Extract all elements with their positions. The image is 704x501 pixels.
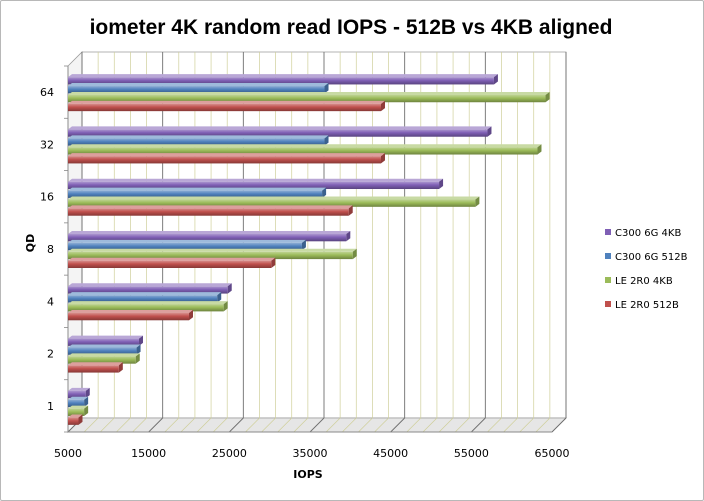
bar-c300-6g-512b-qd-8 bbox=[68, 239, 306, 251]
y-tick-label: 32 bbox=[40, 138, 54, 151]
legend-label: C300 6G 512B bbox=[615, 252, 688, 263]
bar-c300-6g-4kb-qd-1 bbox=[68, 387, 90, 399]
bar-le-2r0-512b-qd-64 bbox=[68, 100, 385, 112]
bar-le-2r0-512b-qd-32 bbox=[68, 153, 385, 164]
bar-c300-6g-512b-qd-4 bbox=[68, 292, 222, 303]
y-tick-label: 2 bbox=[47, 348, 54, 361]
bar-c300-6g-512b-qd-16 bbox=[68, 187, 327, 198]
x-tick-label: 35000 bbox=[293, 447, 328, 460]
legend-label: LE 2R0 512B bbox=[615, 300, 679, 311]
bars bbox=[68, 74, 550, 425]
x-axis-title: IOPS bbox=[293, 468, 323, 481]
legend-label: C300 6G 4KB bbox=[615, 228, 681, 239]
bar-le-2r0-4kb-qd-1 bbox=[68, 405, 89, 416]
bar-le-2r0-512b-qd-8 bbox=[68, 257, 276, 268]
legend-swatch bbox=[605, 301, 611, 307]
bar-c300-6g-512b-qd-32 bbox=[68, 135, 329, 146]
x-tick-label: 25000 bbox=[212, 447, 247, 460]
legend-swatch bbox=[605, 277, 611, 283]
bar-le-2r0-512b-qd-16 bbox=[68, 205, 353, 216]
bar-le-2r0-4kb-qd-8 bbox=[68, 248, 357, 260]
bar-le-2r0-4kb-qd-4 bbox=[68, 301, 228, 312]
y-axis-ticks: 1 2 4 8 16 32 64 bbox=[40, 86, 54, 413]
x-tick-label: 65000 bbox=[535, 447, 570, 460]
chart-title: iometer 4K random read IOPS - 512B vs 4K… bbox=[90, 16, 613, 39]
bar-c300-6g-4kb-qd-4 bbox=[68, 283, 232, 294]
y-tick-label: 64 bbox=[40, 86, 54, 99]
bar-le-2r0-4kb-qd-16 bbox=[68, 196, 480, 207]
legend-label: LE 2R0 4KB bbox=[615, 276, 673, 287]
y-tick-label: 8 bbox=[47, 243, 54, 256]
legend-swatch bbox=[605, 253, 611, 259]
legend: C300 6G 4KB C300 6G 512B LE 2R0 4KB LE 2R0 … bbox=[605, 228, 688, 311]
y-tick-label: 1 bbox=[47, 400, 54, 413]
x-tick-label: 55000 bbox=[454, 447, 489, 460]
bar-le-2r0-512b-qd-4 bbox=[68, 309, 193, 321]
bar-c300-6g-512b-qd-64 bbox=[68, 83, 329, 94]
bar-le-2r0-512b-qd-2 bbox=[68, 362, 123, 373]
x-axis-ticks: 5000 15000 25000 35000 45000 55000 65000 bbox=[54, 447, 570, 460]
y-axis-title: QD bbox=[24, 234, 37, 252]
bar-le-2r0-512b-qd-1 bbox=[68, 414, 83, 425]
x-tick-label: 5000 bbox=[54, 447, 82, 460]
bar-c300-6g-512b-qd-1 bbox=[68, 396, 89, 408]
legend-swatch bbox=[605, 229, 611, 235]
bar-c300-6g-4kb-qd-64 bbox=[68, 74, 498, 85]
x-tick-label: 15000 bbox=[131, 447, 166, 460]
bar-c300-6g-4kb-qd-8 bbox=[68, 231, 351, 242]
bar-c300-6g-512b-qd-2 bbox=[68, 344, 141, 355]
bar-le-2r0-4kb-qd-32 bbox=[68, 144, 542, 155]
bar-c300-6g-4kb-qd-2 bbox=[68, 335, 143, 346]
x-tick-label: 45000 bbox=[373, 447, 408, 460]
y-tick-label: 16 bbox=[40, 191, 54, 204]
bar-c300-6g-4kb-qd-32 bbox=[68, 126, 492, 137]
bar-c300-6g-4kb-qd-16 bbox=[68, 178, 444, 190]
bar-le-2r0-4kb-qd-64 bbox=[68, 91, 550, 103]
y-tick-label: 4 bbox=[47, 295, 54, 308]
bar-le-2r0-4kb-qd-2 bbox=[68, 353, 140, 364]
